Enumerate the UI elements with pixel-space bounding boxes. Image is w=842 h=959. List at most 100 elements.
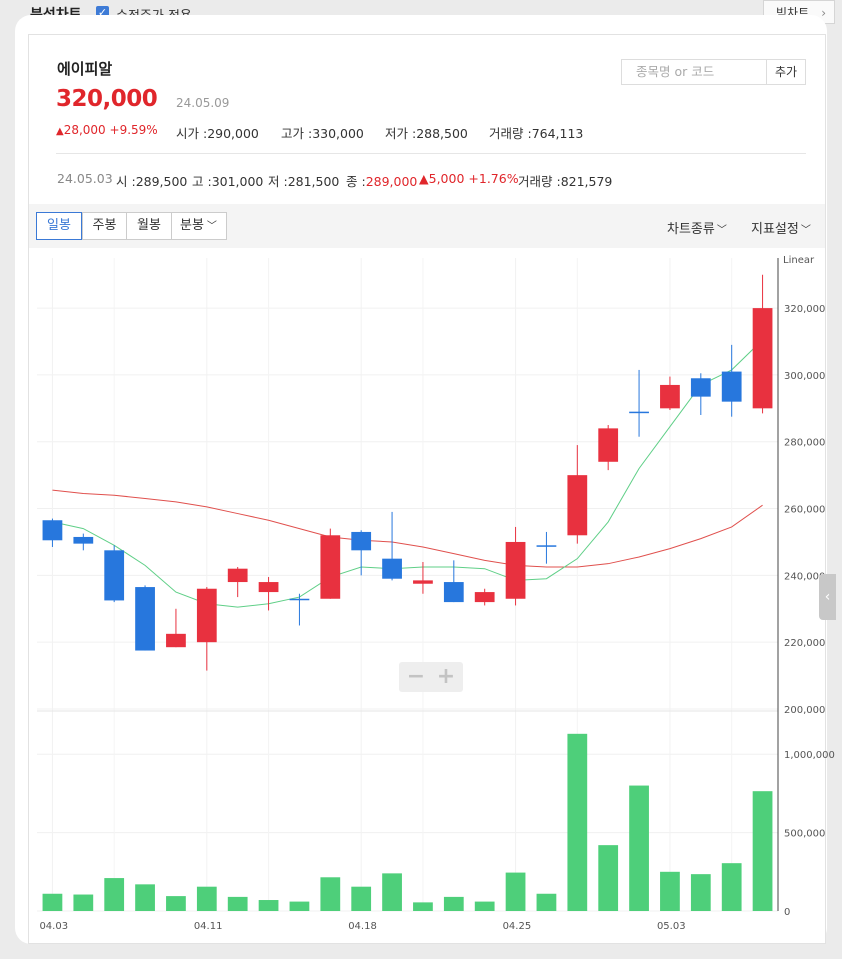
volume-bar	[42, 893, 63, 911]
open-label: 시가 :	[176, 126, 208, 141]
hover-close-value: 289,000	[365, 174, 418, 189]
hover-low-label: 저 :	[268, 174, 288, 189]
hover-close: 종 :289,000	[346, 171, 417, 190]
candle-up	[567, 475, 588, 536]
price-tick-label: 220,000	[784, 638, 825, 649]
add-button[interactable]: 추가	[766, 59, 806, 85]
volume-stat: 거래량 :764,113	[489, 123, 583, 142]
volume-bar	[443, 896, 464, 911]
candle-down	[629, 411, 649, 414]
candle-up	[474, 592, 495, 603]
hover-high-label: 고 :	[192, 174, 212, 189]
low-stat: 저가 :288,500	[385, 123, 468, 142]
current-price: 320,000	[56, 86, 158, 112]
hover-open-label: 시 :	[116, 174, 136, 189]
candle-down	[721, 371, 742, 402]
candle-up	[166, 633, 186, 648]
candle-up	[752, 308, 773, 409]
chevron-down-icon: ﹀	[716, 225, 727, 236]
price-change: ▲28,000 +9.59%	[56, 123, 158, 137]
hover-change-percent: +1.76%	[468, 171, 519, 186]
chevron-right-icon: ›	[821, 6, 826, 20]
volume-bar	[629, 785, 649, 911]
hover-high: 고 :301,000	[192, 171, 263, 190]
zoom-out-button[interactable]: −	[406, 664, 426, 689]
candle-up	[258, 582, 279, 593]
candle-up	[227, 568, 248, 583]
volume-bar	[73, 894, 94, 911]
hover-change: ▲5,000 +1.76%	[419, 171, 519, 186]
volume-bar	[135, 884, 155, 911]
volume-bar	[505, 872, 526, 911]
volume-label: 거래량 :	[489, 126, 532, 141]
chart-type-dropdown[interactable]: 차트종류 ﹀	[667, 218, 727, 237]
side-panel-toggle[interactable]: ‹	[819, 574, 836, 620]
price-tick-label: 280,000	[784, 438, 825, 449]
up-triangle-icon: ▲	[56, 126, 64, 137]
volume-bar	[351, 886, 372, 911]
high-value: 330,000	[312, 126, 364, 141]
change-percent: +9.59%	[109, 123, 158, 137]
volume-bar	[289, 901, 310, 911]
hover-volume: 거래량 :821,579	[518, 171, 612, 190]
scale-label: Linear	[783, 255, 815, 266]
chart-type-label: 차트종류	[667, 222, 715, 237]
hover-open: 시 :289,500	[116, 171, 187, 190]
x-tick-label: 05.03	[657, 921, 686, 932]
candle-up	[598, 428, 619, 462]
candle-down	[135, 587, 155, 651]
hover-high-value: 301,000	[211, 174, 264, 189]
x-tick-label: 04.18	[348, 921, 377, 932]
chart-panel	[28, 34, 826, 944]
zoom-in-button[interactable]: +	[436, 664, 456, 689]
volume-bar	[227, 896, 248, 911]
low-value: 288,500	[416, 126, 468, 141]
ma-short-line	[52, 339, 763, 608]
volume-bar	[536, 893, 557, 911]
volume-tick-label: 500,000	[784, 829, 825, 840]
tab-weekly[interactable]: 주봉	[82, 212, 127, 240]
price-tick-label: 240,000	[784, 571, 825, 582]
volume-bar	[567, 733, 588, 911]
volume-bar	[721, 863, 742, 911]
divider	[56, 153, 806, 154]
candle-down	[351, 531, 372, 551]
volume-bar	[474, 901, 495, 911]
high-stat: 고가 :330,000	[281, 123, 364, 142]
hover-low: 저 :281,500	[268, 171, 339, 190]
x-tick-label: 04.03	[39, 921, 68, 932]
zoom-control: − +	[399, 662, 463, 692]
hover-close-label: 종 :	[346, 174, 366, 189]
change-amount: 28,000	[63, 123, 106, 137]
open-value: 290,000	[207, 126, 259, 141]
price-tick-label: 320,000	[784, 304, 825, 315]
volume-bar	[196, 886, 217, 911]
tab-monthly[interactable]: 월봉	[126, 212, 172, 240]
volume-bar	[258, 900, 279, 911]
candle-down	[42, 520, 63, 541]
x-tick-label: 04.11	[194, 921, 223, 932]
volume-tick-label: 0	[784, 907, 790, 918]
hover-low-value: 281,500	[287, 174, 340, 189]
low-label: 저가 :	[385, 126, 417, 141]
hover-volume-value: 821,579	[560, 174, 613, 189]
tab-daily[interactable]: 일봉	[36, 212, 82, 240]
candle-up	[320, 535, 341, 599]
high-label: 고가 :	[281, 126, 313, 141]
volume-bar	[690, 874, 711, 911]
indicator-settings-dropdown[interactable]: 지표설정 ﹀	[751, 218, 811, 237]
candle-down	[104, 550, 125, 601]
candle-down	[382, 558, 402, 579]
stock-name: 에이피알	[57, 60, 113, 78]
candle-down	[536, 545, 557, 547]
tab-minute[interactable]: 분봉 ﹀	[171, 212, 227, 240]
price-tick-label: 260,000	[784, 505, 825, 516]
indicator-settings-label: 지표설정	[751, 222, 799, 237]
up-triangle-icon: ▲	[419, 171, 429, 186]
volume-bar	[382, 873, 402, 911]
volume-bar	[166, 896, 186, 911]
candle-down	[289, 598, 310, 601]
volume-bar	[413, 902, 433, 911]
price-tick-label: 300,000	[784, 371, 825, 382]
